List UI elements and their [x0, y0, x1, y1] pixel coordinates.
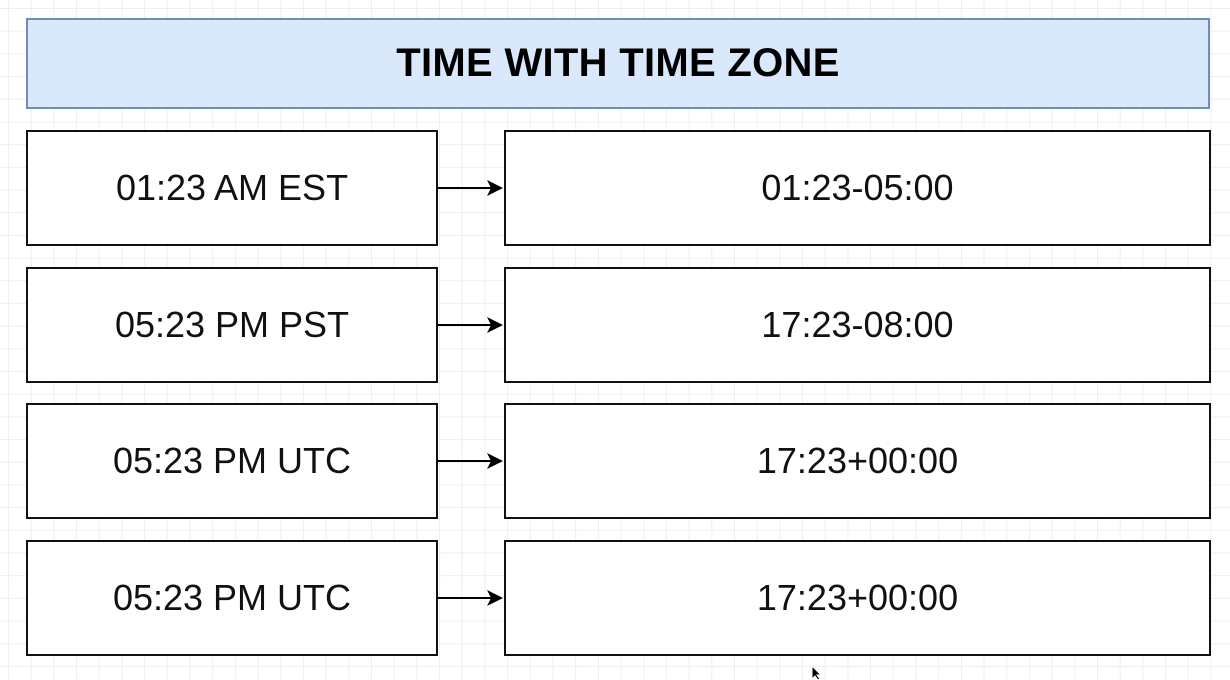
output-time-label: 01:23-05:00 [761, 167, 954, 208]
input-time-label: 01:23 AM EST [115, 167, 349, 208]
output-time-box: 17:23+00:00 [504, 540, 1211, 656]
input-time-label: 05:23 PM UTC [112, 440, 352, 481]
output-time-label: 17:23+00:00 [756, 440, 959, 481]
output-time-box: 17:23-08:00 [504, 267, 1211, 383]
input-time-box: 01:23 AM EST [26, 130, 438, 246]
right-arrow-icon [437, 180, 503, 196]
output-time-label: 17:23-08:00 [761, 304, 954, 345]
output-time-box: 01:23-05:00 [504, 130, 1211, 246]
input-time-box: 05:23 PM PST [26, 267, 438, 383]
input-time-box: 05:23 PM UTC [26, 403, 438, 519]
right-arrow-icon [437, 453, 503, 469]
input-time-label: 05:23 PM PST [114, 304, 350, 345]
output-time-label: 17:23+00:00 [756, 577, 959, 618]
output-time-box: 17:23+00:00 [504, 403, 1211, 519]
right-arrow-icon [437, 317, 503, 333]
right-arrow-icon [437, 590, 503, 606]
mouse-pointer-icon [811, 666, 823, 680]
input-time-box: 05:23 PM UTC [26, 540, 438, 656]
diagram-title: TIME WITH TIME ZONE [396, 41, 840, 85]
input-time-label: 05:23 PM UTC [112, 577, 352, 618]
diagram-title-bar: TIME WITH TIME ZONE [26, 18, 1210, 109]
